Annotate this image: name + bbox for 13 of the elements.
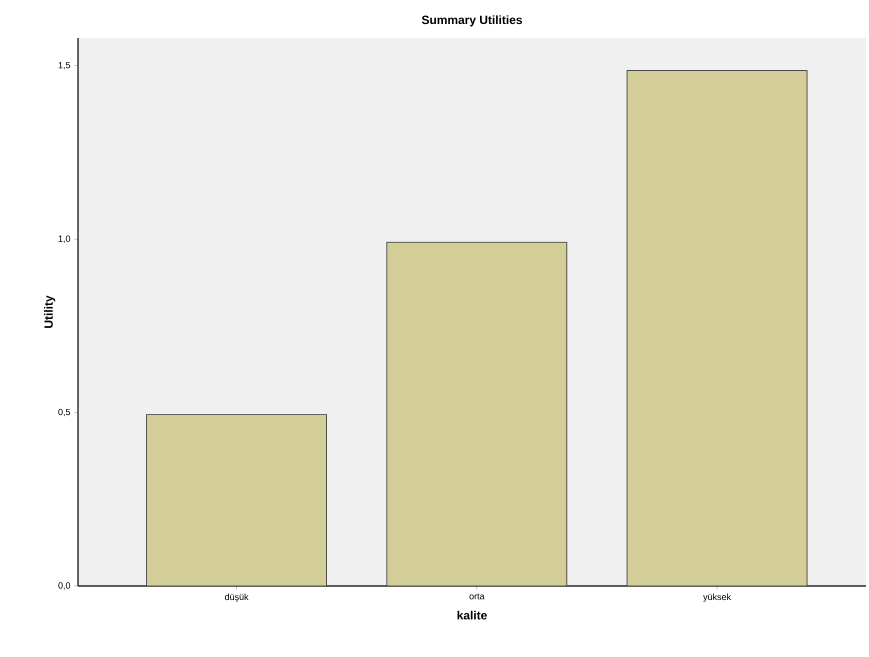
y-axis-title: Utility xyxy=(44,295,56,328)
bar xyxy=(146,414,327,586)
chart-title: Summary Utilities xyxy=(422,15,522,26)
bar xyxy=(386,242,568,586)
x-axis-title: kalite xyxy=(458,610,487,620)
bar xyxy=(626,70,808,586)
y-tick-label: 1,0 xyxy=(58,235,70,243)
x-tick-label: orta xyxy=(469,594,485,600)
y-tick-label: 1,5 xyxy=(58,62,70,70)
x-tick-label: yüksek xyxy=(703,594,732,602)
y-tick-label: 0,0 xyxy=(58,582,70,590)
y-tick-label: 0,5 xyxy=(58,408,70,416)
x-tick-label: düşük xyxy=(224,594,249,602)
